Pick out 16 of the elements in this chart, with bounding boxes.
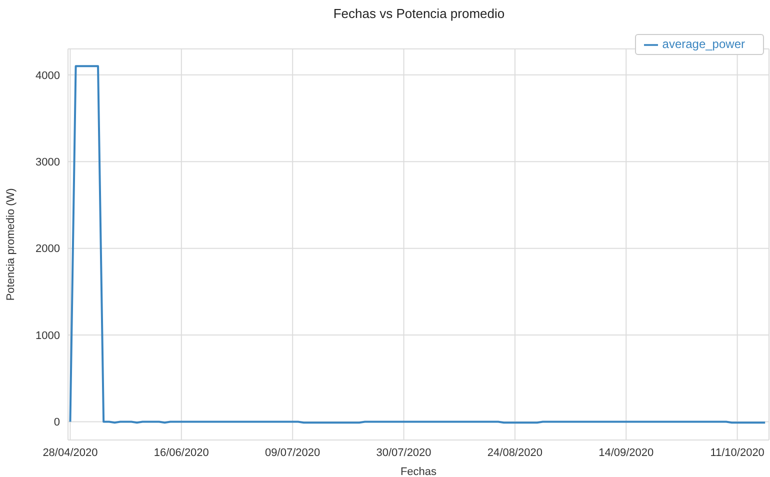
- x-tick-label: 16/06/2020: [154, 446, 209, 459]
- y-tick-label: 0: [54, 416, 60, 429]
- y-tick-label: 4000: [36, 70, 60, 82]
- legend-label: average_power: [662, 37, 745, 51]
- y-axis-title: Potencia promedio (W): [4, 188, 17, 301]
- y-tick-label: 1000: [36, 330, 60, 342]
- x-tick-label: 30/07/2020: [376, 446, 432, 459]
- x-tick-label: 09/07/2020: [265, 446, 320, 459]
- x-axis-title: Fechas: [400, 466, 438, 477]
- chart-title: Fechas vs Potencia promedio: [332, 6, 506, 21]
- y-tick-label: 2000: [36, 243, 60, 256]
- y-tick-label: 3000: [36, 156, 60, 168]
- x-tick-label: 24/08/2020: [487, 446, 542, 459]
- x-tick-label: 14/09/2020: [598, 446, 654, 459]
- x-tick-label: 28/04/2020: [42, 446, 98, 459]
- x-tick-label: 11/10/2020: [710, 446, 764, 459]
